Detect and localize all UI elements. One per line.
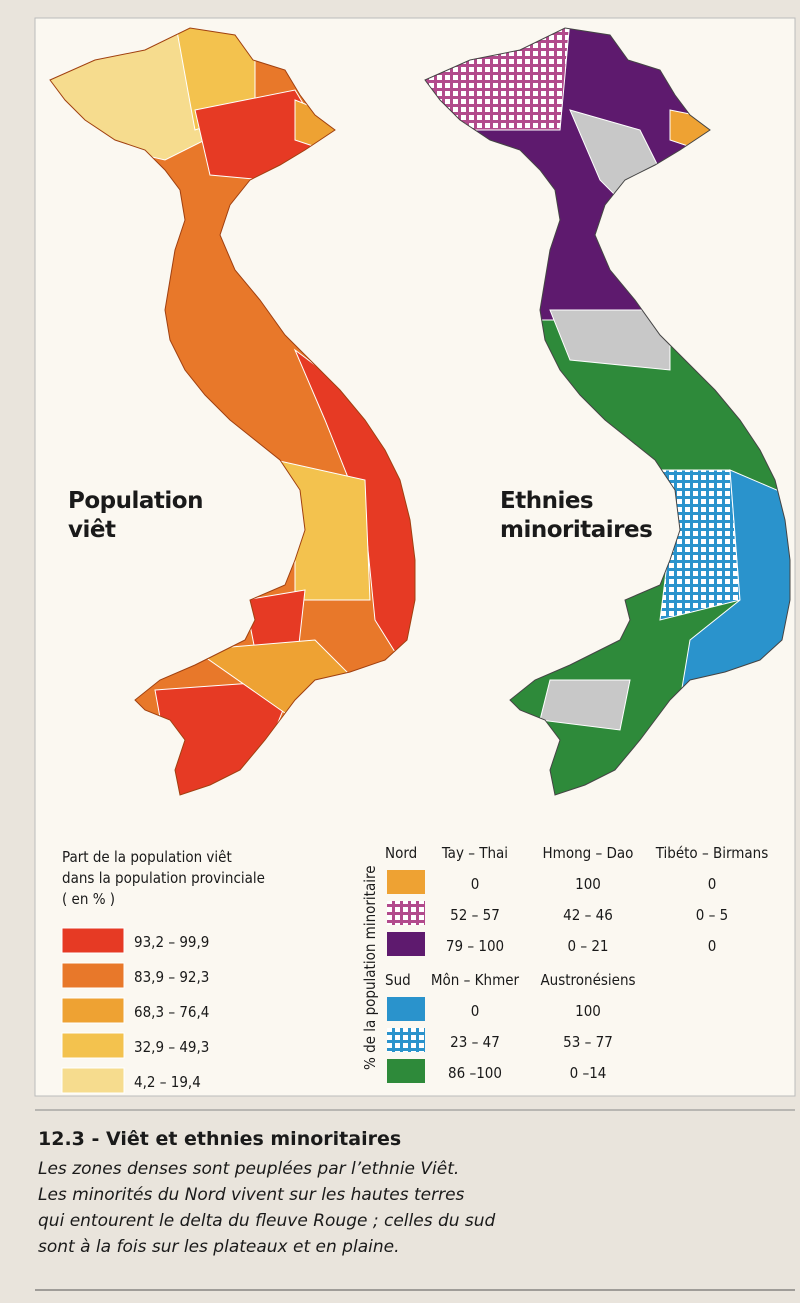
legend-heading: ( en % ) bbox=[62, 890, 115, 908]
column-head: Hmong – Dao bbox=[543, 844, 634, 862]
legend-ethnies: % de la population minoritaire Nord Tay – … bbox=[361, 844, 768, 1083]
legend-swatch bbox=[61, 997, 125, 1024]
caption-line: Les minorités du Nord vivent sur les hau… bbox=[38, 1185, 465, 1205]
map-title: Population bbox=[68, 488, 203, 514]
caption-line: Les zones denses sont peuplées par l’eth… bbox=[38, 1159, 459, 1179]
map-title: viêt bbox=[68, 517, 116, 543]
legend-value: 0 – 5 bbox=[696, 906, 728, 924]
group-name: Sud bbox=[385, 971, 411, 989]
legend-value: 0 bbox=[708, 875, 717, 893]
legend-swatch bbox=[387, 901, 425, 925]
axis-label: % de la population minoritaire bbox=[361, 866, 379, 1071]
legend-swatch bbox=[387, 1028, 425, 1052]
legend-value: 86 –100 bbox=[448, 1064, 502, 1082]
legend-heading: dans la population provinciale bbox=[62, 869, 265, 887]
legend-value: 0 bbox=[471, 875, 480, 893]
legend-label: 68,3 – 76,4 bbox=[134, 1003, 209, 1021]
legend-value: 0 –14 bbox=[570, 1064, 607, 1082]
caption-line: sont à la fois sur les plateaux et en pl… bbox=[38, 1237, 399, 1257]
legend-value: 42 – 46 bbox=[563, 906, 613, 924]
legend-swatch bbox=[387, 932, 425, 956]
caption-title: 12.3 - Viêt et ethnies minoritaires bbox=[38, 1128, 401, 1150]
legend-label: 32,9 – 49,3 bbox=[134, 1038, 209, 1056]
legend-value: 0 bbox=[708, 937, 717, 955]
legend-viet: Part de la population viêt dans la popula… bbox=[61, 848, 265, 1094]
legend-value: 23 – 47 bbox=[450, 1033, 500, 1051]
legend-value: 0 bbox=[471, 1002, 480, 1020]
legend-swatch bbox=[387, 870, 425, 894]
map-title: minoritaires bbox=[500, 517, 652, 543]
legend-value: 53 – 77 bbox=[563, 1033, 613, 1051]
legend-value: 52 – 57 bbox=[450, 906, 500, 924]
legend-swatch bbox=[387, 997, 425, 1021]
column-head: Austronésiens bbox=[540, 971, 635, 989]
map-title: Ethnies bbox=[500, 488, 593, 514]
legend-value: 0 – 21 bbox=[567, 937, 608, 955]
legend-swatch bbox=[387, 1059, 425, 1083]
legend-heading: Part de la population viêt bbox=[62, 848, 232, 866]
legend-value: 79 – 100 bbox=[446, 937, 504, 955]
legend-label: 4,2 – 19,4 bbox=[134, 1073, 201, 1091]
caption-line: qui entourent le delta du fleuve Rouge ;… bbox=[38, 1211, 496, 1231]
column-head: Tay – Thai bbox=[441, 844, 508, 862]
column-head: Tibéto – Birmans bbox=[655, 844, 769, 862]
legend-swatch bbox=[61, 1067, 125, 1094]
group-name: Nord bbox=[385, 844, 417, 862]
caption: Les zones denses sont peuplées par l’eth… bbox=[38, 1159, 496, 1257]
legend-value: 100 bbox=[575, 875, 601, 893]
legend-value: 100 bbox=[575, 1002, 601, 1020]
legend-label: 83,9 – 92,3 bbox=[134, 968, 209, 986]
legend-swatch bbox=[61, 1032, 125, 1059]
legend-swatch bbox=[61, 927, 125, 954]
legend-swatch bbox=[61, 962, 125, 989]
column-head: Môn – Khmer bbox=[431, 971, 520, 989]
legend-label: 93,2 – 99,9 bbox=[134, 933, 209, 951]
